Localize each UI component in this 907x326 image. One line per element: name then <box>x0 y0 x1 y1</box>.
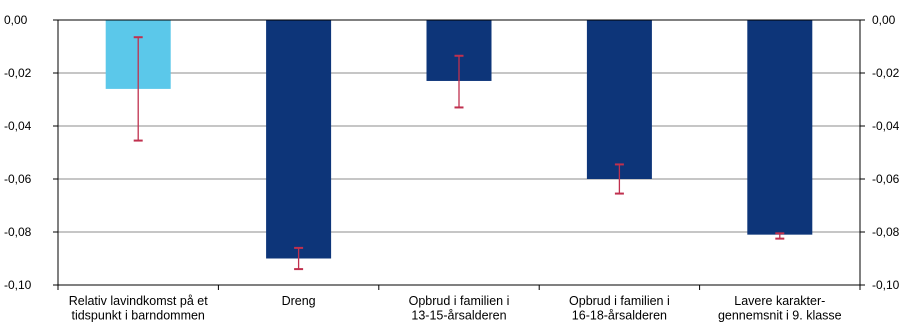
bar <box>747 20 813 235</box>
x-category-label-line: Relativ lavindkomst på et <box>69 294 208 308</box>
x-category-label: Opbrud i familien i 13-15-årsalderen <box>409 294 510 323</box>
y-tick-label-left: 0,00 <box>4 13 28 27</box>
x-category-label: Lavere karakter-gennemsnit i 9. klasse <box>718 294 842 323</box>
y-tick-label-right: -0,10 <box>872 278 900 292</box>
bar <box>266 20 332 259</box>
y-tick-label-right: -0,06 <box>872 172 900 186</box>
x-category-label-line: Opbrud i familien i <box>569 294 670 308</box>
error-bar <box>614 163 624 195</box>
error-bar <box>294 246 304 271</box>
y-tick-label-left: -0,10 <box>4 278 32 292</box>
bars <box>105 20 813 259</box>
x-category-label-line: Opbrud i familien i <box>409 294 510 308</box>
x-category-label: Relativ lavindkomst på et tidspunkt i bar… <box>69 294 208 323</box>
y-tick-label-left: -0,04 <box>4 119 32 133</box>
y-tick-label-right: -0,04 <box>872 119 900 133</box>
error-bars <box>133 36 785 271</box>
y-tick-label-left: -0,02 <box>4 66 32 80</box>
y-tick-label-right: 0,00 <box>872 13 896 27</box>
axes <box>53 19 865 290</box>
error-bar <box>775 232 785 240</box>
error-bar <box>454 54 464 109</box>
x-category-label-line: 13-15-årsalderen <box>411 309 506 323</box>
x-category-label-line: tidspunkt i barndommen <box>71 309 204 323</box>
x-axis-labels: Relativ lavindkomst på et tidspunkt i bar… <box>69 294 842 323</box>
error-bar <box>133 36 143 142</box>
y-tick-label-right: -0,02 <box>872 66 900 80</box>
x-category-label-line: Lavere karakter- <box>734 294 825 308</box>
y-axis-right-labels: 0,00 -0,02 -0,04 -0,06 -0,08 -0,10 <box>872 13 900 292</box>
x-category-label-line: Dreng <box>282 294 316 308</box>
y-axis-left-labels: 0,00 -0,02 -0,04 -0,06 -0,08 -0,10 <box>4 13 32 292</box>
x-category-label: Dreng <box>282 294 316 308</box>
bar <box>586 20 652 179</box>
y-tick-label-left: -0,08 <box>4 225 32 239</box>
x-category-label: Opbrud i familien i 16-18-årsalderen <box>569 294 670 323</box>
y-tick-label-left: -0,06 <box>4 172 32 186</box>
y-tick-label-right: -0,08 <box>872 225 900 239</box>
x-category-label-line: 16-18-årsalderen <box>572 309 667 323</box>
x-category-label-line: gennemsnit i 9. klasse <box>718 309 842 323</box>
